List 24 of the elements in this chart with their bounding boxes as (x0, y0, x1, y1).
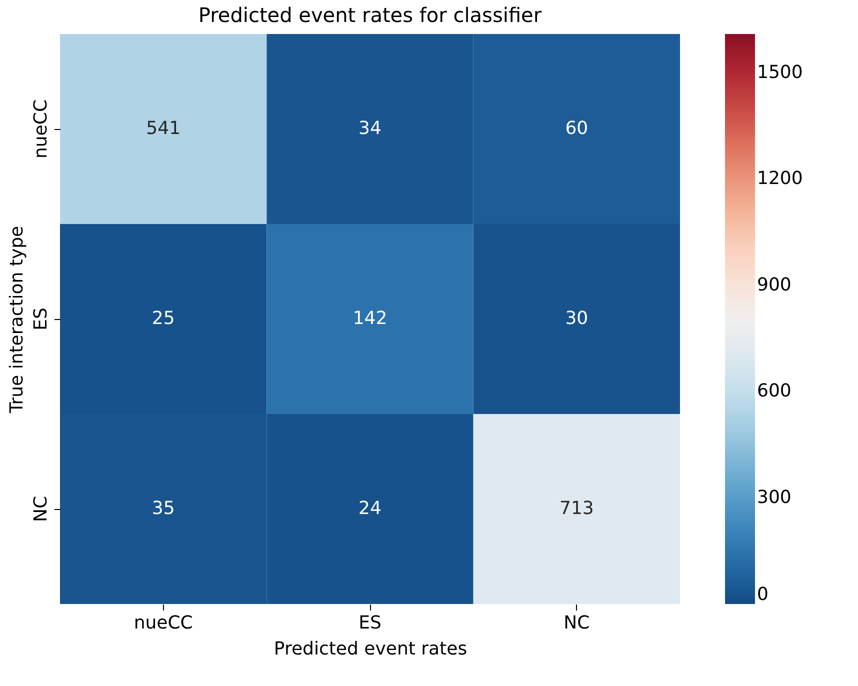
color-bar-label: 1500 (757, 62, 803, 83)
color-bar-label: 0 (757, 584, 768, 605)
data-label: 30 (565, 308, 588, 329)
color-bar-label: 300 (757, 486, 792, 508)
x-axis-title: Predicted event rates (274, 638, 468, 660)
x-tick-label: nueCC (134, 612, 193, 634)
y-tick-label: nueCC (30, 99, 52, 159)
data-label: 24 (358, 498, 382, 519)
data-label: 541 (146, 118, 181, 139)
color-bar-label: 1200 (757, 168, 803, 190)
data-label: 713 (559, 498, 594, 519)
x-tick-label: ES (358, 612, 382, 634)
chart-title: Predicted event rates for classifier (198, 3, 542, 27)
color-bar-label: 900 (757, 274, 792, 296)
color-bar-label: 600 (757, 380, 792, 402)
data-label: 34 (358, 118, 382, 139)
x-tick-label: NC (564, 612, 590, 634)
y-axis-title: True interaction type (6, 226, 28, 414)
y-tick-label: NC (30, 496, 52, 522)
data-label: 25 (152, 308, 175, 329)
data-label: 35 (152, 498, 175, 519)
data-label: 142 (352, 308, 388, 329)
data-label: 60 (565, 118, 588, 139)
y-tick-label: ES (30, 308, 52, 330)
